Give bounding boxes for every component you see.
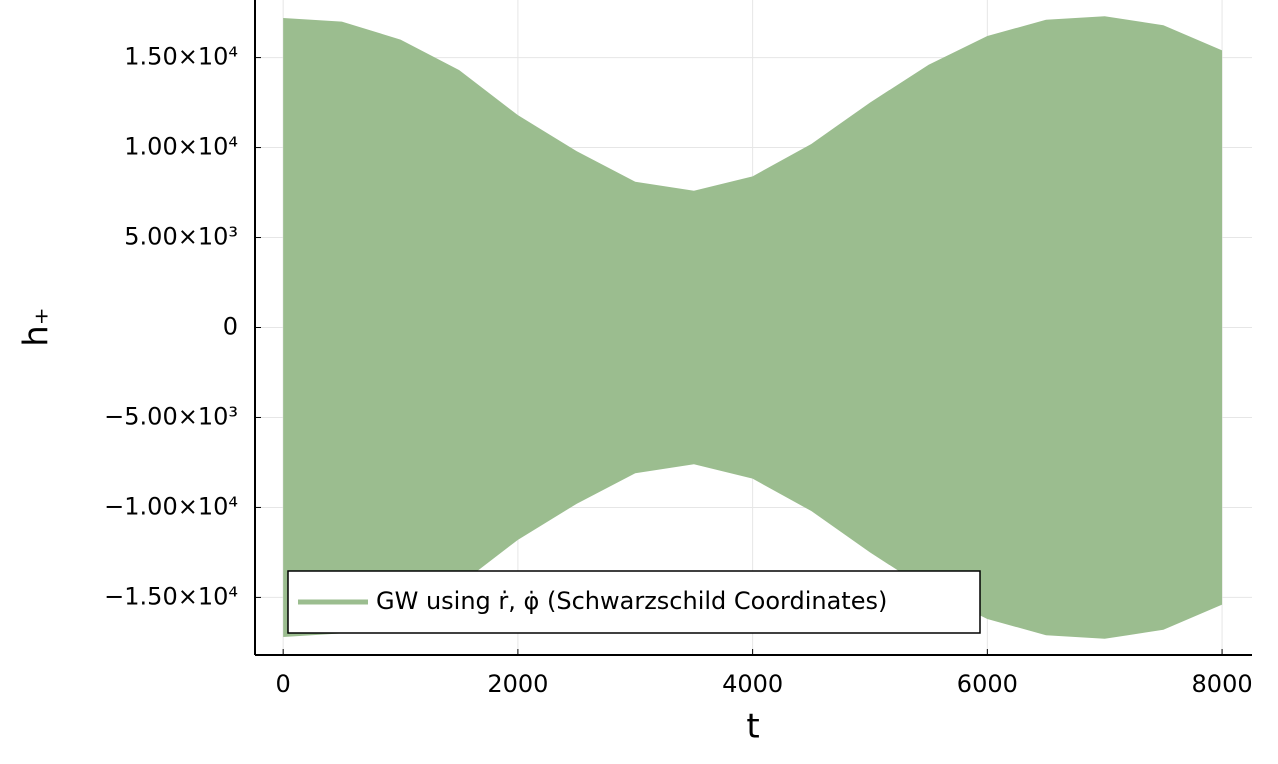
y-tick-label: −1.00×10⁴ (104, 492, 238, 520)
x-tick-label: 4000 (722, 670, 783, 698)
y-tick-label: 1.50×10⁴ (124, 43, 238, 71)
y-tick-label: 1.00×10⁴ (124, 133, 238, 161)
legend: GW using ṙ, φ̇ (Schwarzschild Coordinate… (287, 570, 981, 634)
x-tick-label: 6000 (957, 670, 1018, 698)
y-tick-label: 0 (223, 313, 238, 341)
x-axis-title: t (746, 707, 759, 747)
signal-band (283, 16, 1223, 639)
legend-box (287, 570, 981, 634)
y-tick-label: 5.00×10³ (124, 223, 238, 251)
y-axis-title: h₊ (17, 307, 57, 347)
y-tick-label: −5.00×10³ (104, 402, 238, 430)
x-tick-label: 8000 (1192, 670, 1253, 698)
legend-label: GW using ṙ, φ̇ (Schwarzschild Coordinate… (376, 587, 887, 615)
x-tick-label: 0 (276, 670, 291, 698)
y-tick-label: −1.50×10⁴ (104, 582, 238, 610)
x-tick-label: 2000 (487, 670, 548, 698)
